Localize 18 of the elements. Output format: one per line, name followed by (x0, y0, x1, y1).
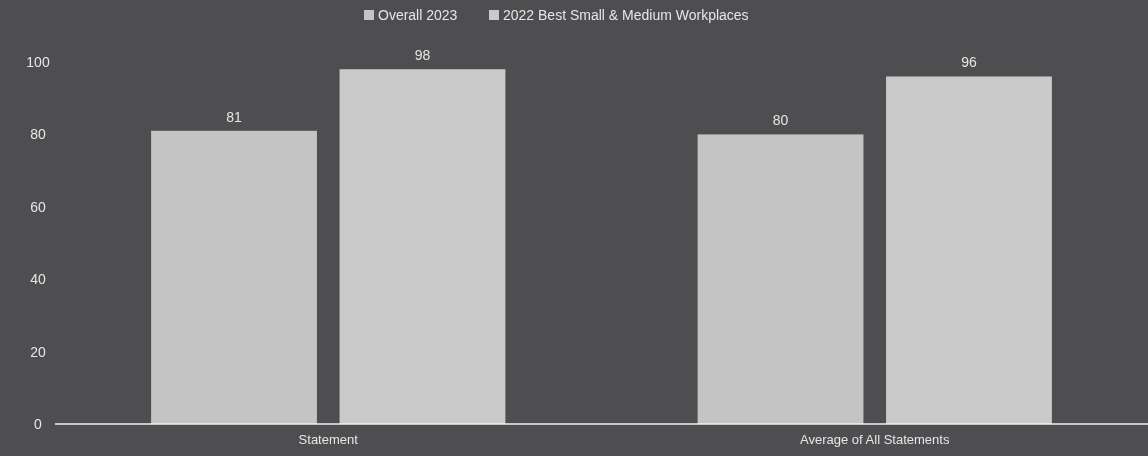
x-tick-label: Average of All Statements (800, 432, 950, 447)
bar (339, 69, 506, 424)
bar (697, 134, 864, 424)
legend-label: Overall 2023 (378, 7, 458, 23)
y-tick-label: 80 (30, 126, 46, 143)
data-label: 96 (961, 54, 977, 71)
bar (886, 76, 1052, 424)
y-tick-label: 40 (30, 271, 46, 288)
data-label: 98 (414, 47, 431, 64)
y-tick-label: 100 (26, 54, 50, 70)
y-tick-label: 0 (34, 416, 43, 432)
legend-label: 2022 Best Small & Medium Workplaces (503, 7, 749, 23)
y-tick-label: 20 (30, 343, 46, 360)
x-tick-label: Statement (298, 432, 359, 447)
y-tick-label: 60 (30, 198, 46, 215)
bar (151, 130, 317, 424)
data-label: 81 (226, 108, 243, 125)
data-label: 80 (772, 112, 789, 129)
